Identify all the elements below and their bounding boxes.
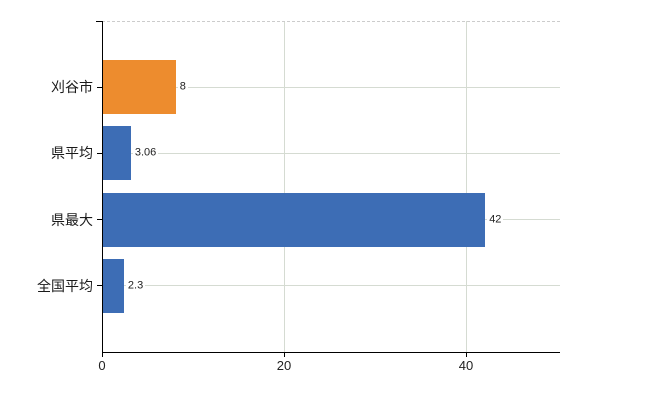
y-axis-category-tick [97, 152, 102, 154]
bar [103, 258, 124, 313]
y-axis-top-tick [96, 21, 102, 22]
category-label: 全国平均 [37, 277, 93, 294]
value-label: 3.06 [132, 146, 159, 160]
x-tick-label: 0 [98, 358, 106, 373]
y-axis-line [102, 21, 103, 353]
y-axis-category-tick [97, 285, 102, 287]
plot-top-border [102, 21, 560, 22]
x-axis-tick [101, 353, 103, 357]
x-axis-tick [283, 353, 285, 357]
category-label: 刈谷市 [51, 79, 93, 96]
gridline-horizontal [102, 152, 560, 154]
category-label: 県平均 [51, 145, 93, 162]
bar [103, 60, 176, 115]
value-label: 2.3 [125, 279, 146, 293]
y-axis-category-tick [97, 86, 102, 88]
value-label: 42 [487, 213, 504, 227]
y-axis-category-tick [97, 219, 102, 221]
x-axis-tick [465, 353, 467, 357]
gridline-horizontal [102, 285, 560, 287]
bar [103, 126, 131, 181]
x-axis-line [102, 352, 560, 353]
gridline-vertical [283, 21, 285, 352]
bar [103, 192, 486, 247]
category-label: 県最大 [51, 211, 93, 228]
x-tick-label: 20 [276, 358, 292, 373]
gridline-horizontal [102, 86, 560, 88]
x-tick-label: 40 [458, 358, 474, 373]
value-label: 8 [177, 80, 188, 94]
gridline-vertical [465, 21, 467, 352]
